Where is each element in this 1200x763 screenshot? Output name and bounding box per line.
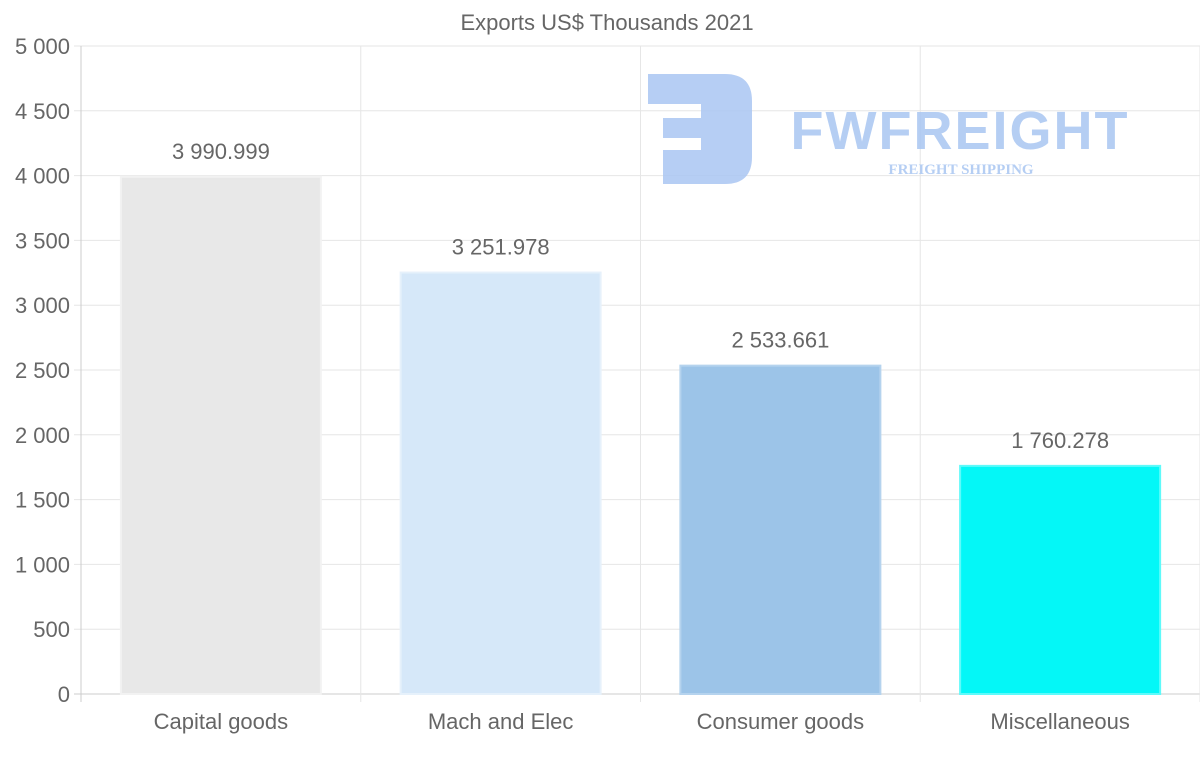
logo-tagline-text: FREIGHT SHIPPING — [888, 162, 1033, 178]
bar-mach-and-elec[interactable] — [399, 271, 602, 695]
bar-capital-goods[interactable] — [119, 175, 322, 695]
bar-consumer-goods[interactable] — [679, 364, 882, 695]
y-tick-label: 2 000 — [15, 423, 70, 448]
y-tick-label: 1 500 — [15, 488, 70, 513]
x-tick-label: Mach and Elec — [428, 709, 574, 734]
y-tick-label: 2 500 — [15, 358, 70, 383]
y-tick-label: 1 000 — [15, 552, 70, 577]
bar-value-label: 2 533.661 — [731, 328, 829, 353]
logo-brand-text: FWFREIGHT — [791, 101, 1130, 161]
y-tick-label: 0 — [58, 682, 70, 707]
bar-value-label: 3 990.999 — [172, 139, 270, 164]
x-tick-label: Consumer goods — [697, 709, 865, 734]
x-tick-label: Miscellaneous — [990, 709, 1129, 734]
axes: 0 500 1 000 1 500 2 000 2 500 3 000 3 500 4 000 4… — [15, 34, 1130, 734]
bar-miscellaneous[interactable] — [959, 464, 1162, 696]
chart-title: Exports US$ Thousands 2021 — [460, 10, 753, 35]
y-tick-label: 3 500 — [15, 228, 70, 253]
y-tick-label: 5 000 — [15, 34, 70, 59]
y-tick-label: 500 — [33, 617, 70, 642]
y-tick-label: 4 500 — [15, 99, 70, 124]
fwfreight-logo-watermark: FWFREIGHT FREIGHT SHIPPING — [648, 74, 1130, 184]
y-tick-label: 3 000 — [15, 293, 70, 318]
x-tick-label: Capital goods — [154, 709, 289, 734]
bar-value-label: 3 251.978 — [452, 235, 550, 260]
y-tick-label: 4 000 — [15, 164, 70, 189]
logo-mark-icon — [648, 74, 752, 184]
bars: 3 990.999 3 251.978 2 533.661 1 760.278 — [119, 139, 1162, 696]
bar-value-label: 1 760.278 — [1011, 428, 1109, 453]
